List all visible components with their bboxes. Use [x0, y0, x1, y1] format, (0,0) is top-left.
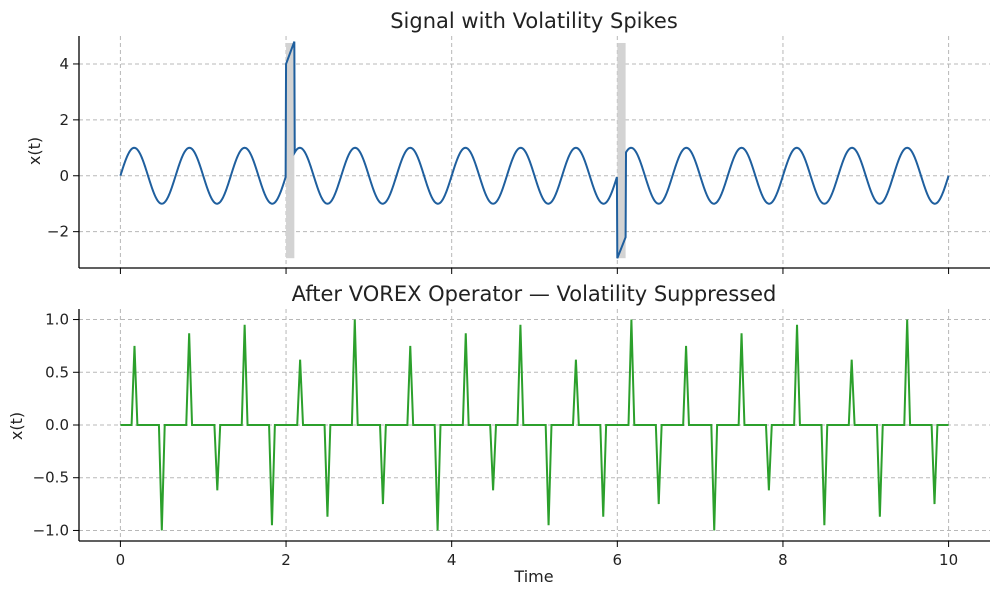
bottom-x-tick-label: 2 [281, 551, 291, 569]
volatility-highlight-band [617, 42, 626, 259]
bottom-x-tick-label: 0 [116, 551, 126, 569]
top-panel: −2 0 2 4 Signal with Volatility Spikes x(t) [25, 9, 990, 274]
top-grid [79, 36, 990, 268]
top-y-tick-label: 0 [59, 167, 69, 185]
bottom-panel: 0 2 4 6 8 10 −1.0 −0.5 0.0 0.5 1.0 After VOREX Ope… [7, 282, 990, 586]
bottom-y-axis-label: x(t) [7, 412, 26, 440]
top-y-tick-label: 2 [59, 111, 69, 129]
volatility-highlight-band [286, 42, 295, 259]
bottom-y-tick-label: 1.0 [45, 311, 69, 329]
bottom-signal-line [120, 319, 949, 531]
bottom-x-tick-label: 6 [613, 551, 623, 569]
top-y-tick-label: −2 [47, 223, 69, 241]
top-axes: −2 0 2 4 [47, 36, 990, 274]
bottom-x-tick-label: 10 [939, 551, 958, 569]
bottom-y-tick-label: −1.0 [33, 521, 69, 539]
bottom-axes: 0 2 4 6 8 10 −1.0 −0.5 0.0 0.5 1.0 [33, 309, 990, 569]
top-highlight-bands [286, 42, 626, 259]
bottom-x-tick-label: 8 [778, 551, 788, 569]
top-chart-title: Signal with Volatility Spikes [390, 9, 678, 33]
bottom-x-tick-label: 4 [447, 551, 457, 569]
top-signal-line [119, 41, 950, 259]
top-y-tick-label: 4 [59, 55, 69, 73]
bottom-chart-title: After VOREX Operator — Volatility Suppre… [292, 282, 777, 306]
bottom-x-axis-label: Time [513, 567, 553, 586]
bottom-y-tick-label: 0.0 [45, 416, 69, 434]
bottom-y-tick-label: 0.5 [45, 363, 69, 381]
top-y-axis-label: x(t) [25, 137, 44, 165]
bottom-y-tick-label: −0.5 [33, 469, 69, 487]
